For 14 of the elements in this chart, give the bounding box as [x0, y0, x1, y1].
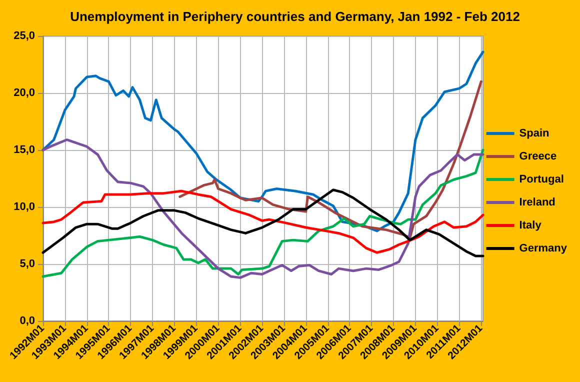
legend-label: Ireland — [519, 196, 556, 208]
legend-label: Spain — [519, 128, 550, 140]
line-series — [42, 50, 484, 232]
legend-label: Greece — [519, 150, 557, 162]
y-tick-label: 20,0 — [14, 87, 35, 99]
y-tick-label: 10,0 — [14, 201, 35, 213]
y-tick-label: 5,0 — [20, 258, 35, 270]
legend-label: Germany — [519, 242, 568, 254]
legend-label: Italy — [519, 220, 542, 232]
y-tick-label: 0,0 — [20, 315, 35, 327]
legend-label: Portugal — [519, 174, 564, 186]
chart-title: Unemployment in Periphery countries and Germany, Jan 1992 - Feb 2012 — [70, 9, 520, 24]
y-tick-label: 25,0 — [14, 30, 35, 42]
y-tick-label: 15,0 — [14, 144, 35, 156]
